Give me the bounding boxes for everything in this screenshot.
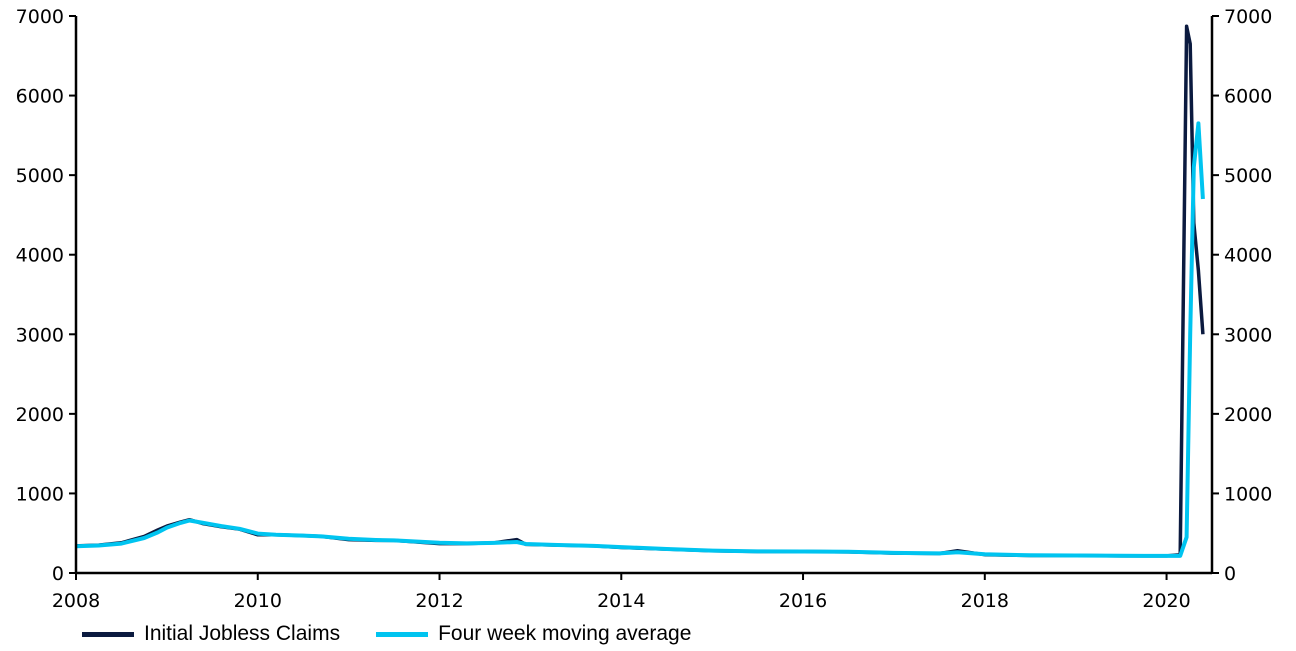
legend-item-initial-jobless-claims: Initial Jobless Claims xyxy=(82,622,340,646)
y-tick-label-right: 0 xyxy=(1224,563,1236,585)
y-tick-label-right: 2000 xyxy=(1224,404,1272,426)
y-tick-label-left: 4000 xyxy=(16,245,64,267)
series-line-four-week-moving-average xyxy=(75,121,1205,558)
axes-layer xyxy=(69,15,1219,580)
legend-swatch-initial-jobless-claims xyxy=(82,631,134,637)
y-tick-label-left: 7000 xyxy=(16,6,64,28)
x-tick-label: 2014 xyxy=(597,590,645,612)
y-tick-label-left: 3000 xyxy=(16,324,64,346)
y-tick-label-right: 7000 xyxy=(1224,6,1272,28)
y-tick-label-left: 0 xyxy=(52,563,64,585)
x-tick-label: 2018 xyxy=(961,590,1009,612)
x-tick-label: 2020 xyxy=(1142,590,1190,612)
y-tick-label-left: 6000 xyxy=(16,86,64,108)
y-tick-label-right: 6000 xyxy=(1224,86,1272,108)
y-tick-label-right: 3000 xyxy=(1224,324,1272,346)
legend: Initial Jobless Claims Four week moving … xyxy=(82,620,727,648)
labels-layer: 0 0 1000 1000 2000 2000 3000 3000 4000 4000 5000 50… xyxy=(16,6,1273,612)
y-tick-label-right: 5000 xyxy=(1224,165,1272,187)
series-line-initial-jobless-claims xyxy=(75,24,1205,558)
legend-item-four-week-moving-average: Four week moving average xyxy=(376,622,691,646)
x-tick-label: 2008 xyxy=(52,590,100,612)
y-tick-label-left: 1000 xyxy=(16,483,64,505)
x-tick-label: 2010 xyxy=(234,590,282,612)
y-tick-label-right: 4000 xyxy=(1224,245,1272,267)
y-tick-label-right: 1000 xyxy=(1224,483,1272,505)
series-layer xyxy=(75,24,1205,558)
y-tick-label-left: 2000 xyxy=(16,404,64,426)
legend-label-four-week-moving-average: Four week moving average xyxy=(438,622,692,645)
x-tick-label: 2012 xyxy=(415,590,463,612)
legend-label-initial-jobless-claims: Initial Jobless Claims xyxy=(144,622,341,645)
y-tick-label-left: 5000 xyxy=(16,165,64,187)
x-tick-label: 2016 xyxy=(779,590,827,612)
legend-swatch-four-week-moving-average xyxy=(376,631,429,637)
